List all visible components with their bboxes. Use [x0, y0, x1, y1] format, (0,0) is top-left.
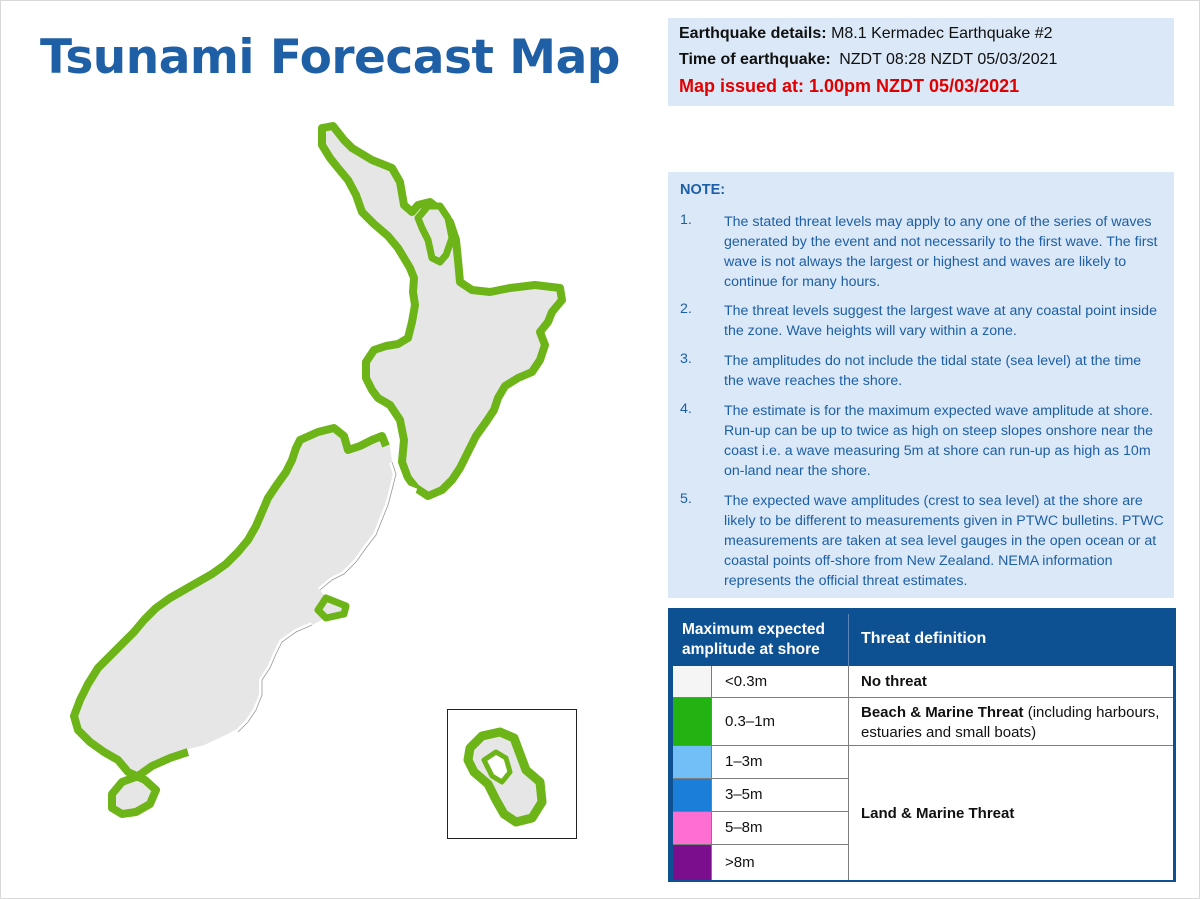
- south-island-threat-coast: [70, 424, 390, 818]
- legend-amplitude: 1–3m: [725, 753, 763, 770]
- note-text: The threat levels suggest the largest wa…: [724, 303, 1157, 339]
- note-text: The amplitudes do not include the tidal …: [724, 353, 1142, 389]
- legend-swatch: [673, 746, 712, 778]
- legend-amplitude: 3–5m: [725, 786, 763, 803]
- legend-swatch: [673, 779, 712, 811]
- legend-def-beach-bold: Beach & Marine Threat: [861, 704, 1024, 721]
- earthquake-time-label: Time of earthquake:: [679, 51, 831, 68]
- legend-amplitude: <0.3m: [725, 673, 768, 690]
- legend-divider: [673, 697, 1173, 698]
- south-island-coast-outline: [237, 461, 397, 733]
- legend-amplitude: 5–8m: [725, 819, 763, 836]
- cook-strait-no-threat-coast: [395, 474, 418, 496]
- page-title: Tsunami Forecast Map: [40, 30, 620, 85]
- note-text: The expected wave amplitudes (crest to s…: [724, 493, 1164, 589]
- notes-panel: NOTE: 1. The stated threat levels may ap…: [668, 172, 1174, 598]
- notes-heading: NOTE:: [680, 182, 726, 198]
- note-item: 3. The amplitudes do not include the tid…: [680, 351, 1164, 391]
- note-text: The stated threat levels may apply to an…: [724, 214, 1158, 290]
- legend-row: <0.3m: [673, 666, 1173, 697]
- legend-table: <0.3m 0.3–1m 1–3m 3–5m 5–8m >8m No threa…: [673, 666, 1173, 880]
- earthquake-time-row: Time of earthquake: NZDT 08:28 NZDT 05/0…: [679, 51, 1057, 69]
- legend-def-land-marine: Land & Marine Threat: [861, 805, 1015, 822]
- earthquake-details-row: Earthquake details: M8.1 Kermadec Earthq…: [679, 25, 1053, 43]
- legend-divider: [673, 811, 849, 812]
- note-number: 1.: [680, 212, 692, 228]
- earthquake-time-value: NZDT 08:28 NZDT 05/03/2021: [839, 51, 1058, 68]
- north-island-land: [322, 126, 562, 496]
- earthquake-value: M8.1 Kermadec Earthquake #2: [831, 25, 1053, 42]
- legend-column-divider: [848, 666, 849, 880]
- legend-divider: [673, 778, 849, 779]
- note-number: 2.: [680, 301, 692, 317]
- south-island-land: [74, 428, 396, 814]
- legend-swatch: [673, 812, 712, 844]
- legend-row: 5–8m: [673, 812, 1173, 844]
- legend-divider: [673, 844, 849, 845]
- legend-amplitude-header: Maximum expected amplitude at shore: [682, 621, 825, 658]
- legend-swatch: [673, 698, 712, 745]
- legend-amplitude: 0.3–1m: [725, 713, 776, 730]
- chatham-islands-map: [463, 727, 547, 827]
- threat-legend: Maximum expected amplitude at shore Thre…: [668, 608, 1176, 882]
- legend-swatch: [673, 666, 712, 697]
- note-item: 1. The stated threat levels may apply to…: [680, 212, 1164, 292]
- legend-def-beach-rest: (including harbours, estuaries and small…: [861, 704, 1160, 741]
- legend-swatch: [673, 845, 712, 880]
- legend-header-divider: [848, 614, 849, 666]
- legend-row: 0.3–1m: [673, 698, 1173, 745]
- coromandel-threat-coast: [414, 202, 456, 266]
- note-item: 4. The estimate is for the maximum expec…: [680, 401, 1164, 481]
- legend-threat-header: Threat definition: [861, 630, 987, 647]
- legend-divider: [673, 745, 1173, 746]
- legend-row: >8m: [673, 845, 1173, 880]
- legend-row: 3–5m: [673, 779, 1173, 811]
- chatham-islands-inset: [447, 709, 577, 839]
- note-item: 2. The threat levels suggest the largest…: [680, 301, 1164, 341]
- legend-def-beach-marine: Beach & Marine Threat (including harbour…: [861, 703, 1161, 743]
- note-number: 4.: [680, 401, 692, 417]
- map-issued-time: Map issued at: 1.00pm NZDT 05/03/2021: [679, 76, 1020, 96]
- legend-row: 1–3m: [673, 746, 1173, 778]
- pitt-island-land: [481, 749, 513, 785]
- note-item: 5. The expected wave amplitudes (crest t…: [680, 491, 1164, 591]
- note-number: 3.: [680, 351, 692, 367]
- earthquake-label: Earthquake details:: [679, 25, 827, 42]
- note-number: 5.: [680, 491, 692, 507]
- note-text: The estimate is for the maximum expected…: [724, 403, 1154, 479]
- legend-amplitude: >8m: [725, 854, 755, 871]
- earthquake-details-panel: Earthquake details: M8.1 Kermadec Earthq…: [668, 18, 1174, 106]
- banks-peninsula-threat-coast: [314, 594, 350, 622]
- new-zealand-map: [70, 122, 566, 818]
- legend-def-no-threat: No threat: [861, 673, 927, 690]
